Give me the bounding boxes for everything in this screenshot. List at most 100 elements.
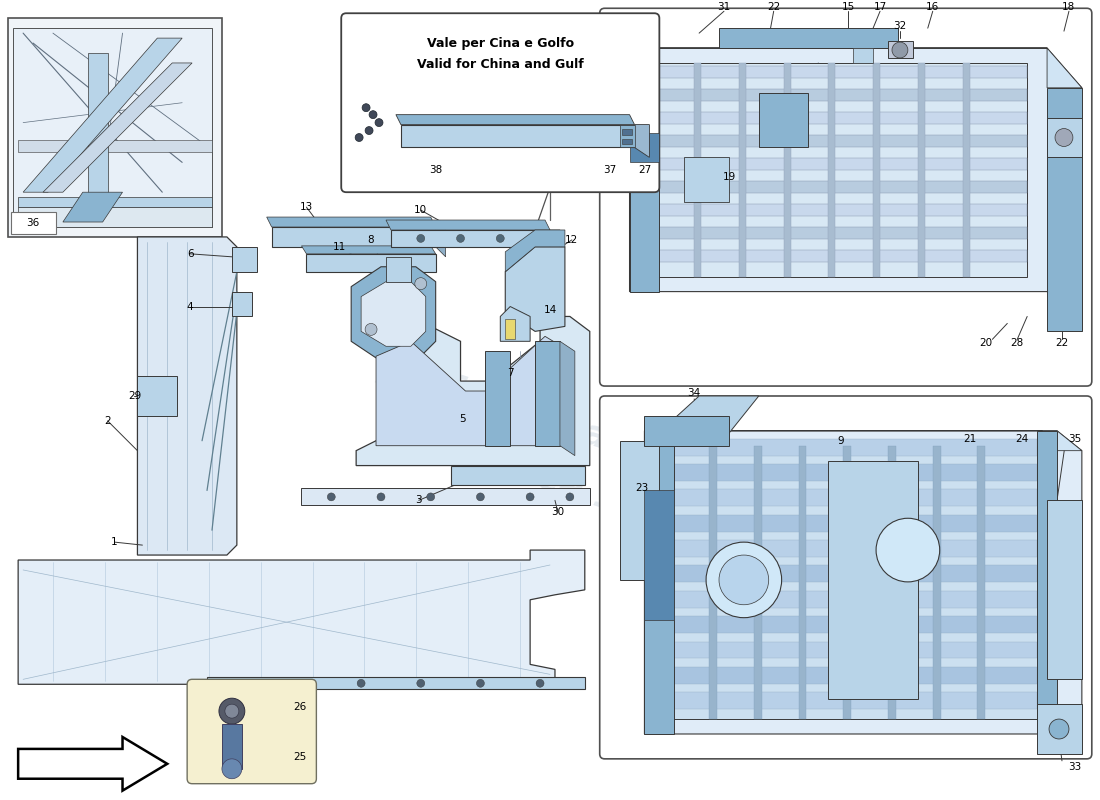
Polygon shape [376,336,570,446]
Polygon shape [664,692,1037,709]
Polygon shape [222,724,242,769]
Polygon shape [645,430,674,734]
Polygon shape [485,351,510,446]
Bar [621,129,631,134]
Polygon shape [629,48,1082,88]
Polygon shape [664,464,1037,481]
Circle shape [476,493,484,501]
Text: 16: 16 [926,2,939,12]
Polygon shape [535,342,560,446]
Polygon shape [18,207,212,227]
Polygon shape [664,438,1037,456]
Circle shape [365,323,377,335]
Circle shape [219,698,245,724]
Polygon shape [664,540,1037,557]
Polygon shape [828,461,917,699]
Polygon shape [266,217,436,227]
FancyBboxPatch shape [600,396,1092,759]
Polygon shape [754,446,761,719]
Text: 22: 22 [767,2,780,12]
Circle shape [536,679,544,687]
Polygon shape [645,430,1082,450]
Circle shape [358,679,365,687]
Circle shape [417,679,425,687]
Circle shape [476,679,484,687]
Polygon shape [719,28,898,48]
Text: 15: 15 [842,2,855,12]
Text: 31: 31 [717,2,730,12]
Polygon shape [1047,118,1082,158]
Polygon shape [550,230,560,257]
Polygon shape [649,66,1027,78]
Text: 9: 9 [837,436,844,446]
Circle shape [876,518,939,582]
Text: 27: 27 [638,166,651,175]
Polygon shape [18,141,212,153]
Circle shape [415,278,427,290]
Polygon shape [664,667,1037,684]
Text: 36: 36 [26,218,40,228]
Text: 10: 10 [415,205,427,215]
Polygon shape [710,446,717,719]
Text: 1: 1 [111,537,118,547]
Polygon shape [396,114,635,125]
Polygon shape [88,53,108,197]
Polygon shape [888,41,913,58]
Circle shape [222,759,242,778]
Text: 30: 30 [551,507,564,518]
Circle shape [1055,129,1072,146]
Polygon shape [978,446,986,719]
Polygon shape [232,247,256,272]
Polygon shape [18,737,167,790]
Polygon shape [645,416,729,446]
Circle shape [328,493,336,501]
Polygon shape [301,246,436,254]
Polygon shape [759,93,808,147]
Text: 38: 38 [429,166,442,175]
Polygon shape [629,133,659,162]
Circle shape [297,679,306,687]
Circle shape [719,555,769,605]
Circle shape [224,704,239,718]
Circle shape [238,679,245,687]
Polygon shape [63,192,122,222]
Circle shape [565,493,574,501]
Text: 34: 34 [688,388,701,398]
Text: 3: 3 [416,495,422,506]
Polygon shape [828,63,835,277]
Text: 2: 2 [104,416,111,426]
Polygon shape [386,257,410,282]
Polygon shape [207,678,585,690]
Polygon shape [664,490,1037,506]
Polygon shape [505,247,565,331]
Polygon shape [629,48,1082,331]
Text: 33: 33 [1068,762,1081,772]
Polygon shape [400,125,635,147]
Polygon shape [505,230,565,272]
Text: 24: 24 [1015,434,1028,444]
Polygon shape [500,306,530,342]
Text: 4: 4 [187,302,194,311]
Polygon shape [272,227,436,247]
Text: 28: 28 [1011,338,1024,348]
Polygon shape [649,135,1027,147]
Text: 12: 12 [565,235,579,245]
Polygon shape [386,220,550,230]
Polygon shape [23,38,183,192]
Polygon shape [505,319,515,339]
Text: 13: 13 [300,202,313,212]
Polygon shape [933,446,940,719]
Text: 21: 21 [962,434,976,444]
Circle shape [355,134,363,142]
FancyBboxPatch shape [187,679,317,784]
Text: 6: 6 [187,249,194,259]
Polygon shape [351,266,436,361]
Polygon shape [888,446,896,719]
Circle shape [417,234,425,242]
Polygon shape [619,441,659,580]
Circle shape [892,42,907,58]
Polygon shape [645,490,674,620]
Circle shape [456,234,464,242]
Polygon shape [361,282,426,346]
Polygon shape [664,566,1037,582]
